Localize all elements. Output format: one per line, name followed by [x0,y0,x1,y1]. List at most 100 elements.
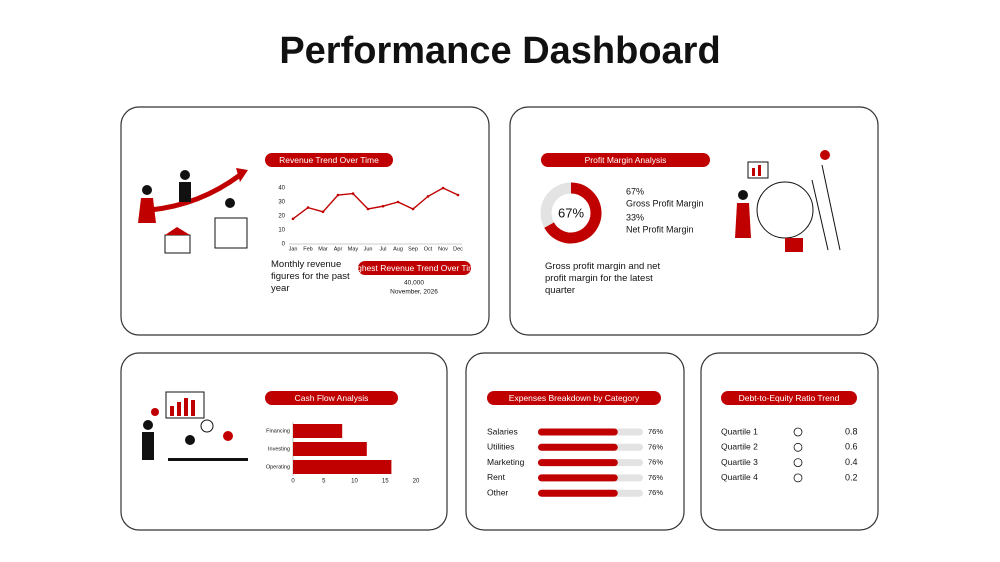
chart-title: Debt-to-Equity Ratio Trend [739,393,840,403]
y-tick-label: Investing [268,446,290,452]
y-tick-label: 40 [278,186,285,192]
point [351,192,355,195]
point [441,186,445,190]
x-tick-label: Jan [289,246,298,252]
point [336,193,340,197]
highlight-date: November, 2026 [390,289,438,296]
legend-label: Net Profit Margin [626,224,694,234]
point [396,200,400,204]
category-label: Utilities [487,442,514,452]
point [291,217,295,221]
category-label: Other [487,487,508,497]
category-label: Marketing [487,457,525,467]
value-label: 76% [648,427,663,436]
highlight-title-bg [358,261,471,275]
category-label: Rent [487,472,506,482]
chart-title: Profit Margin Analysis [585,155,667,165]
x-tick-label: Aug [393,246,403,252]
x-tick-label: Dec [453,246,463,252]
point [381,204,385,208]
bar [293,424,343,438]
chart-title-bg [721,391,857,405]
chart-title: Revenue Trend Over Time [279,155,379,165]
icon [793,473,803,483]
chart-title: Cash Flow Analysis [295,393,369,403]
card [120,352,448,531]
icon [793,427,803,437]
description: Gross profit margin and net profit margi… [545,261,661,296]
x-tick-label: May [348,246,359,252]
point [321,210,325,214]
value: 0.4 [845,457,858,467]
value-label: 76% [648,442,663,451]
x-tick-label: 5 [322,479,326,485]
category-label: Quartile 2 [721,442,758,452]
point [366,207,370,211]
y-tick-label: Operating [266,464,290,470]
category-label: Quartile 3 [721,457,758,467]
x-tick-label: Mar [318,246,328,252]
x-tick-label: Feb [303,246,312,252]
progress-bar [538,428,618,436]
y-tick-label: 30 [278,200,285,206]
legend-value: 67% [626,186,644,196]
point [306,206,310,209]
icon [793,458,803,468]
chart-title-bg [487,391,661,405]
x-tick-label: 15 [382,479,389,485]
donut-segment [540,182,572,228]
x-tick-label: 0 [291,479,295,485]
point [426,195,430,198]
chart-title-bg [541,153,710,167]
center-label: 67% [558,205,584,220]
progress-bar [538,474,618,482]
y-tick-label: 20 [278,214,285,220]
chart-title-bg [265,391,398,405]
chart-title: Expenses Breakdown by Category [509,393,640,403]
x-tick-label: Apr [334,246,343,252]
card [465,352,685,531]
category-label: Quartile 4 [721,472,758,482]
card [509,106,879,336]
x-tick-label: Oct [424,246,433,252]
value-label: 76% [648,458,663,467]
category-label: Salaries [487,426,518,436]
highlight-value: 40,000 [404,280,424,287]
illustration [138,150,841,461]
bar [293,442,367,456]
page-title: Performance Dashboard [279,30,720,72]
line [292,187,459,220]
category-label: Quartile 1 [721,426,758,436]
y-tick-label: 10 [278,228,285,234]
legend-label: Gross Profit Margin [626,198,704,208]
description: Monthly revenue figures for the past yea… [271,259,350,294]
value: 0.8 [845,426,858,436]
x-tick-label: Sep [408,246,418,252]
icon [793,442,803,452]
y-tick-label: 0 [282,242,286,248]
x-tick-label: Jul [379,246,386,252]
value-label: 76% [648,488,663,497]
highlight-title: Highest Revenue Trend Over Time [349,263,480,273]
x-tick-label: Jun [364,246,373,252]
chart-title-bg [265,153,393,167]
x-tick-label: 20 [413,479,420,485]
value-label: 76% [648,473,663,482]
y-tick-label: Financing [266,428,290,434]
card [700,352,879,531]
donut-segment [544,182,602,244]
legend-value: 33% [626,212,644,222]
x-tick-label: 10 [351,479,358,485]
x-tick-label: Nov [438,246,448,252]
progress-bar [538,459,618,467]
point [456,193,460,197]
progress-bar [538,443,618,451]
point [411,207,415,211]
progress-bar [538,489,618,497]
card [120,106,490,336]
bar [293,460,392,474]
value: 0.6 [845,442,858,452]
value: 0.2 [845,472,858,482]
